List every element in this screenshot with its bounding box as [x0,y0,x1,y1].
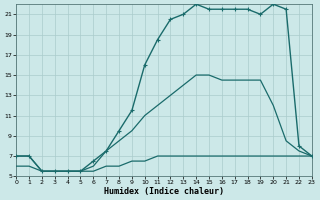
X-axis label: Humidex (Indice chaleur): Humidex (Indice chaleur) [104,187,224,196]
